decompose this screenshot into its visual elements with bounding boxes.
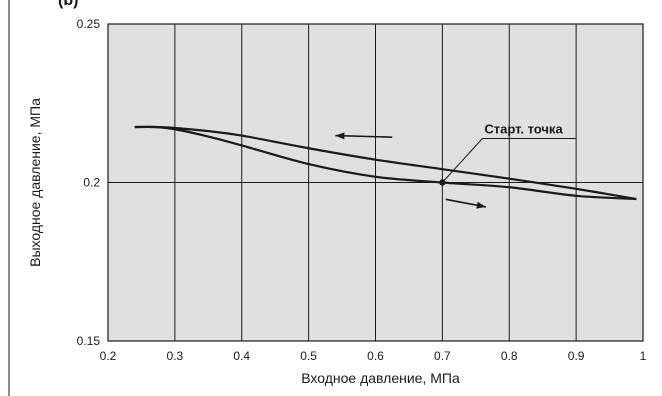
plot-frame: [107, 23, 644, 342]
x-tick-label: 0.8: [501, 349, 518, 363]
y-tick-label: 0.2: [83, 176, 100, 190]
x-tick-label: 0.7: [434, 349, 451, 363]
direction-arrow-1: [335, 132, 393, 140]
annotations: Старт. точка: [439, 122, 577, 186]
series-line-2: [134, 125, 637, 201]
y-tick-label: 0.25: [77, 17, 101, 31]
x-tick-label: 0.9: [568, 349, 585, 363]
series-lines: [134, 125, 637, 201]
x-tick-labels: 0.2 0.3 0.4 0.5 0.6 0.7 0.8 0.9 1: [100, 349, 647, 363]
start-point-leader: [442, 138, 577, 183]
header-fragment: (b): [58, 0, 78, 9]
x-tick-label: 0.3: [167, 349, 184, 363]
start-point-label: Старт. точка: [484, 122, 563, 137]
y-tick-label: 0.15: [77, 334, 101, 348]
direction-arrows: [335, 132, 486, 209]
x-tick-label: 0.2: [100, 349, 117, 363]
y-tick-labels: 0.25 0.2 0.15: [77, 17, 101, 348]
x-tick-label: 0.6: [367, 349, 384, 363]
x-tick-label: 0.4: [233, 349, 250, 363]
y-axis-label: Выходное давление, МПа: [27, 98, 43, 267]
x-axis-label: Входное давление, МПа: [301, 370, 460, 386]
direction-arrow-2: [445, 198, 486, 209]
x-tick-label: 0.5: [300, 349, 317, 363]
x-tick-label: 1: [640, 349, 647, 363]
